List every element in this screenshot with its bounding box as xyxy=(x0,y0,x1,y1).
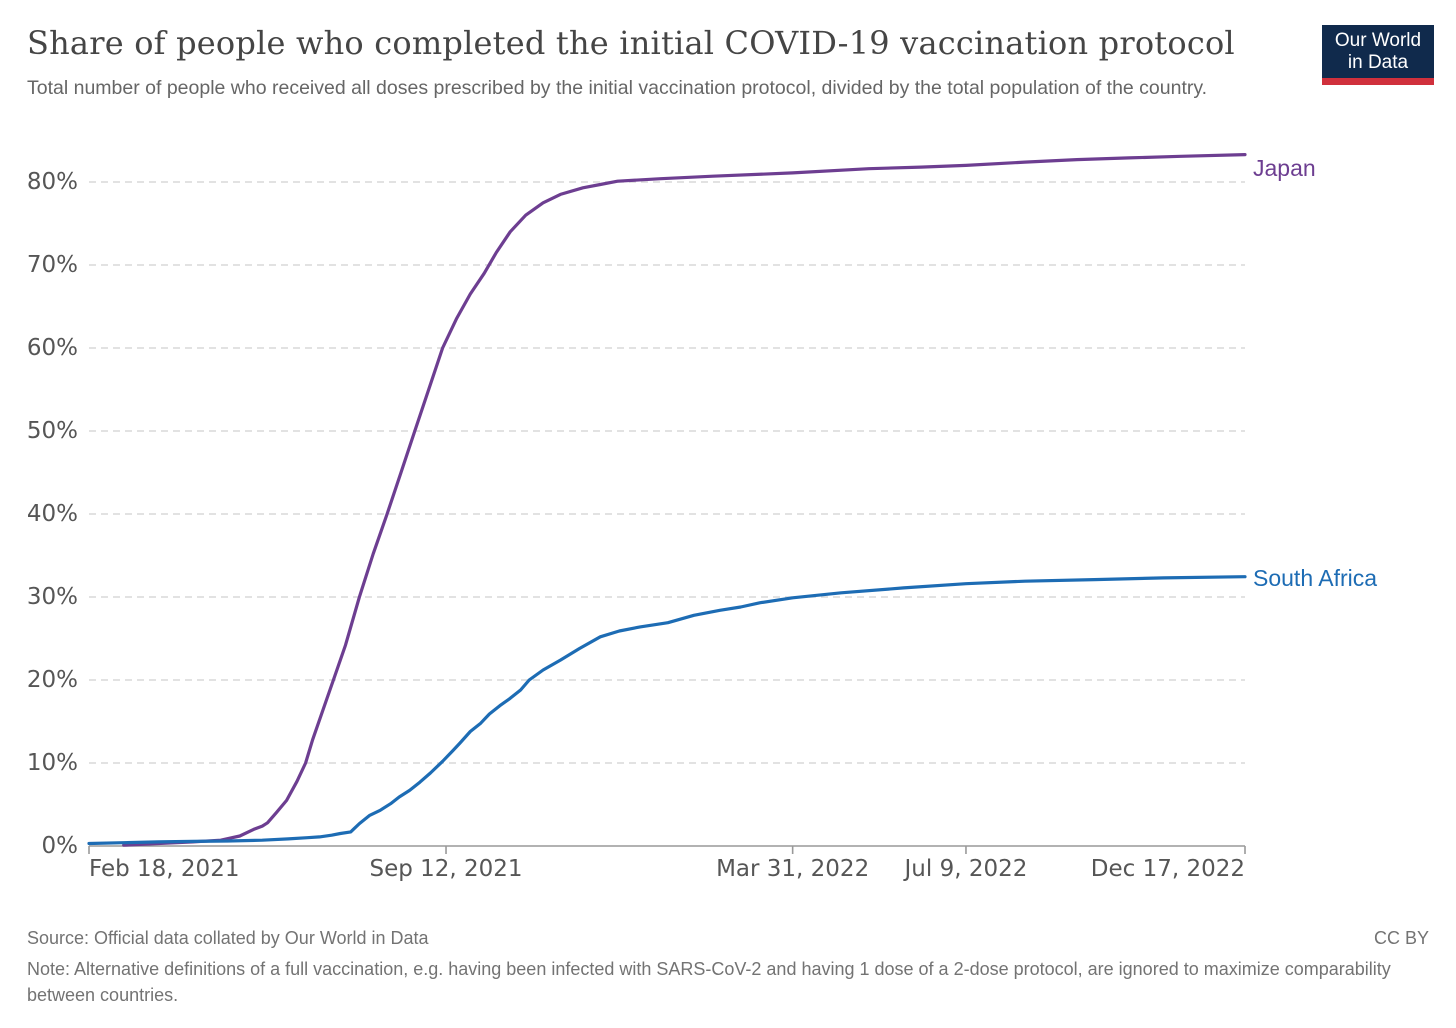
series-line-south-africa xyxy=(87,575,1247,846)
y-tick-label-20: 20% xyxy=(26,667,78,693)
x-tick-label: Dec 17, 2022 xyxy=(1090,856,1245,882)
y-tick-label-70: 70% xyxy=(26,252,78,278)
logo-line-1: Our World xyxy=(1334,29,1422,51)
y-tick-label-50: 50% xyxy=(26,418,78,444)
y-tick-label-40: 40% xyxy=(26,501,78,527)
y-tick-label-30: 30% xyxy=(26,584,78,610)
series-label-japan: Japan xyxy=(1253,154,1316,181)
y-axis-labels: 0% 10% 20% 30% 40% 50% 60% 70% 80% xyxy=(16,140,78,860)
source-text: Source: Official data collated by Our Wo… xyxy=(27,928,429,948)
logo-line-2: in Data xyxy=(1347,51,1409,73)
y-tick-label-80: 80% xyxy=(26,169,78,195)
series-label-south-africa: South Africa xyxy=(1253,564,1378,591)
footer-row: Source: Official data collated by Our Wo… xyxy=(27,928,1429,949)
chart-title: Share of people who completed the initia… xyxy=(27,24,1235,62)
x-tick-label: Jul 9, 2022 xyxy=(904,856,1028,882)
our-world-in-data-logo[interactable]: Our World in Data xyxy=(1322,25,1434,85)
note-text: Note: Alternative definitions of a full … xyxy=(27,959,1391,1005)
chart-subtitle: Total number of people who received all … xyxy=(27,77,1208,99)
y-tick-label-60: 60% xyxy=(26,335,78,361)
license-link[interactable]: CC BY xyxy=(1373,928,1429,948)
line-chart-canvas xyxy=(87,153,1247,854)
series-line-japan xyxy=(122,153,1247,847)
x-axis-labels: Feb 18, 2021 Sep 12, 2021 Mar 31, 2022 Jul … xyxy=(89,856,1245,890)
x-tick-label: Mar 31, 2022 xyxy=(716,856,870,882)
x-tick-label: Feb 18, 2021 xyxy=(89,856,240,882)
y-tick-label-10: 10% xyxy=(26,750,78,776)
x-tick-label: Sep 12, 2021 xyxy=(369,856,523,882)
y-tick-label-0: 0% xyxy=(41,833,79,859)
